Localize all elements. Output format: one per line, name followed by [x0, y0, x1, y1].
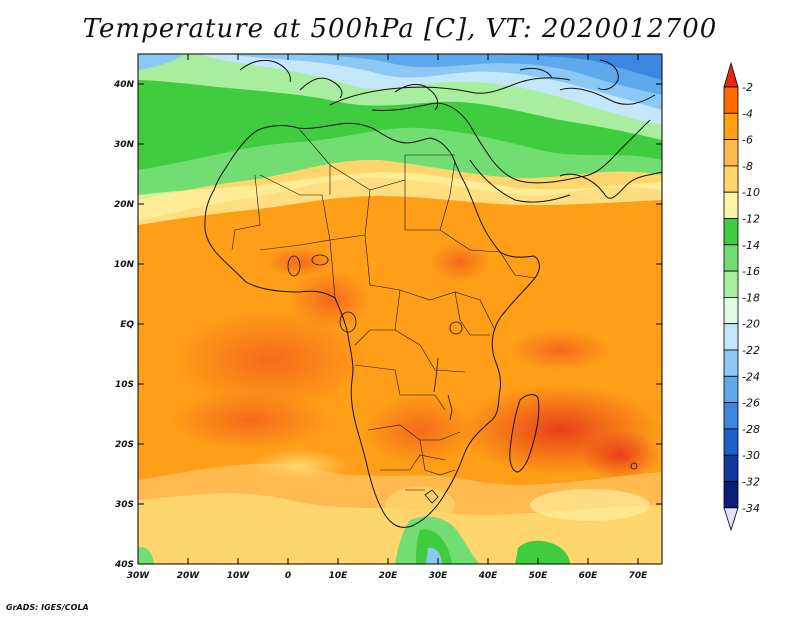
lon-label: 20W — [177, 571, 201, 581]
lat-label: 30N — [114, 140, 135, 150]
colorbar-label: -12 — [742, 213, 760, 226]
colorbar-swatch — [723, 296, 739, 325]
lon-label: 40E — [478, 571, 499, 581]
colorbar-swatch — [723, 428, 739, 456]
colorbar-swatch — [723, 323, 739, 351]
colorbar-label: -22 — [742, 344, 760, 357]
lat-label: 30S — [115, 500, 134, 510]
colorbar-swatch — [723, 402, 739, 430]
colorbar-label: -26 — [742, 397, 760, 410]
colorbar-swatch — [723, 454, 739, 482]
colorbar-swatch — [723, 270, 739, 298]
country-borders — [231, 129, 536, 491]
colorbar-label: -20 — [742, 318, 760, 331]
coastlines — [204, 59, 662, 528]
lat-label: 10N — [114, 260, 135, 270]
colorbar-label: -4 — [742, 107, 753, 120]
colorbar-swatch — [723, 481, 739, 509]
colorbar-label: -10 — [742, 186, 760, 199]
colorbar-label: -8 — [742, 160, 753, 173]
colorbar-label: -30 — [742, 449, 760, 462]
lon-label: 50E — [529, 571, 549, 581]
lon-label: 10W — [227, 571, 251, 581]
colorbar-top-arrow — [723, 61, 739, 88]
colorbar-swatch — [723, 349, 739, 377]
colorbar-label: -16 — [742, 265, 760, 278]
credit-text: GrADS: IGES/COLA — [6, 603, 89, 612]
longitude-axis: 30W 20W 10W 0 10E 20E 30E 40E 50E 60E 70E — [127, 54, 648, 581]
lat-label: 20S — [115, 440, 134, 450]
colorbar-label: -34 — [742, 502, 760, 515]
map-title: Temperature at 500hPa [C], VT: 202001270… — [82, 14, 718, 44]
colorbar-swatch — [723, 191, 739, 219]
colorbar-bottom-arrow — [723, 507, 739, 532]
lon-label: 70E — [629, 571, 649, 581]
colorbar-swatch — [723, 86, 739, 114]
lat-label: EQ — [120, 320, 134, 330]
lon-label: 20E — [379, 571, 399, 581]
colorbar-label: -14 — [742, 239, 760, 252]
lon-label: 30E — [429, 571, 449, 581]
colorbar-label: -6 — [742, 134, 753, 147]
colorbar-swatch — [723, 218, 739, 246]
lakes — [287, 254, 638, 504]
temperature-field — [138, 54, 662, 564]
colorbar-label: -24 — [742, 370, 760, 383]
colorbar-swatch — [723, 165, 739, 193]
lat-label: 40N — [113, 80, 135, 90]
lat-label: 20N — [114, 200, 135, 210]
colorbar-label: -32 — [742, 476, 760, 489]
lon-label: 0 — [285, 571, 291, 581]
colorbar-label: -18 — [742, 291, 760, 304]
colorbar-swatch — [723, 375, 739, 403]
lon-label: 10E — [329, 571, 349, 581]
colorbar-label: -2 — [742, 81, 753, 94]
colorbar-swatch — [723, 112, 739, 141]
lat-label: 40S — [114, 560, 134, 570]
colorbar: -2 -4 -6 -8 -10 -12 -14 -16 -18 -20 -22 -24 -26 -28 -3… — [723, 61, 760, 532]
lat-label: 10S — [115, 380, 134, 390]
colorbar-label: -28 — [742, 423, 760, 436]
colorbar-swatch — [723, 244, 739, 272]
lon-label: 30W — [127, 571, 151, 581]
latitude-axis: 40N 30N 20N 10N EQ 10S 20S 30S 40S — [113, 80, 662, 570]
plot-frame — [137, 53, 663, 565]
lon-label: 60E — [579, 571, 599, 581]
colorbar-swatch — [723, 139, 739, 167]
